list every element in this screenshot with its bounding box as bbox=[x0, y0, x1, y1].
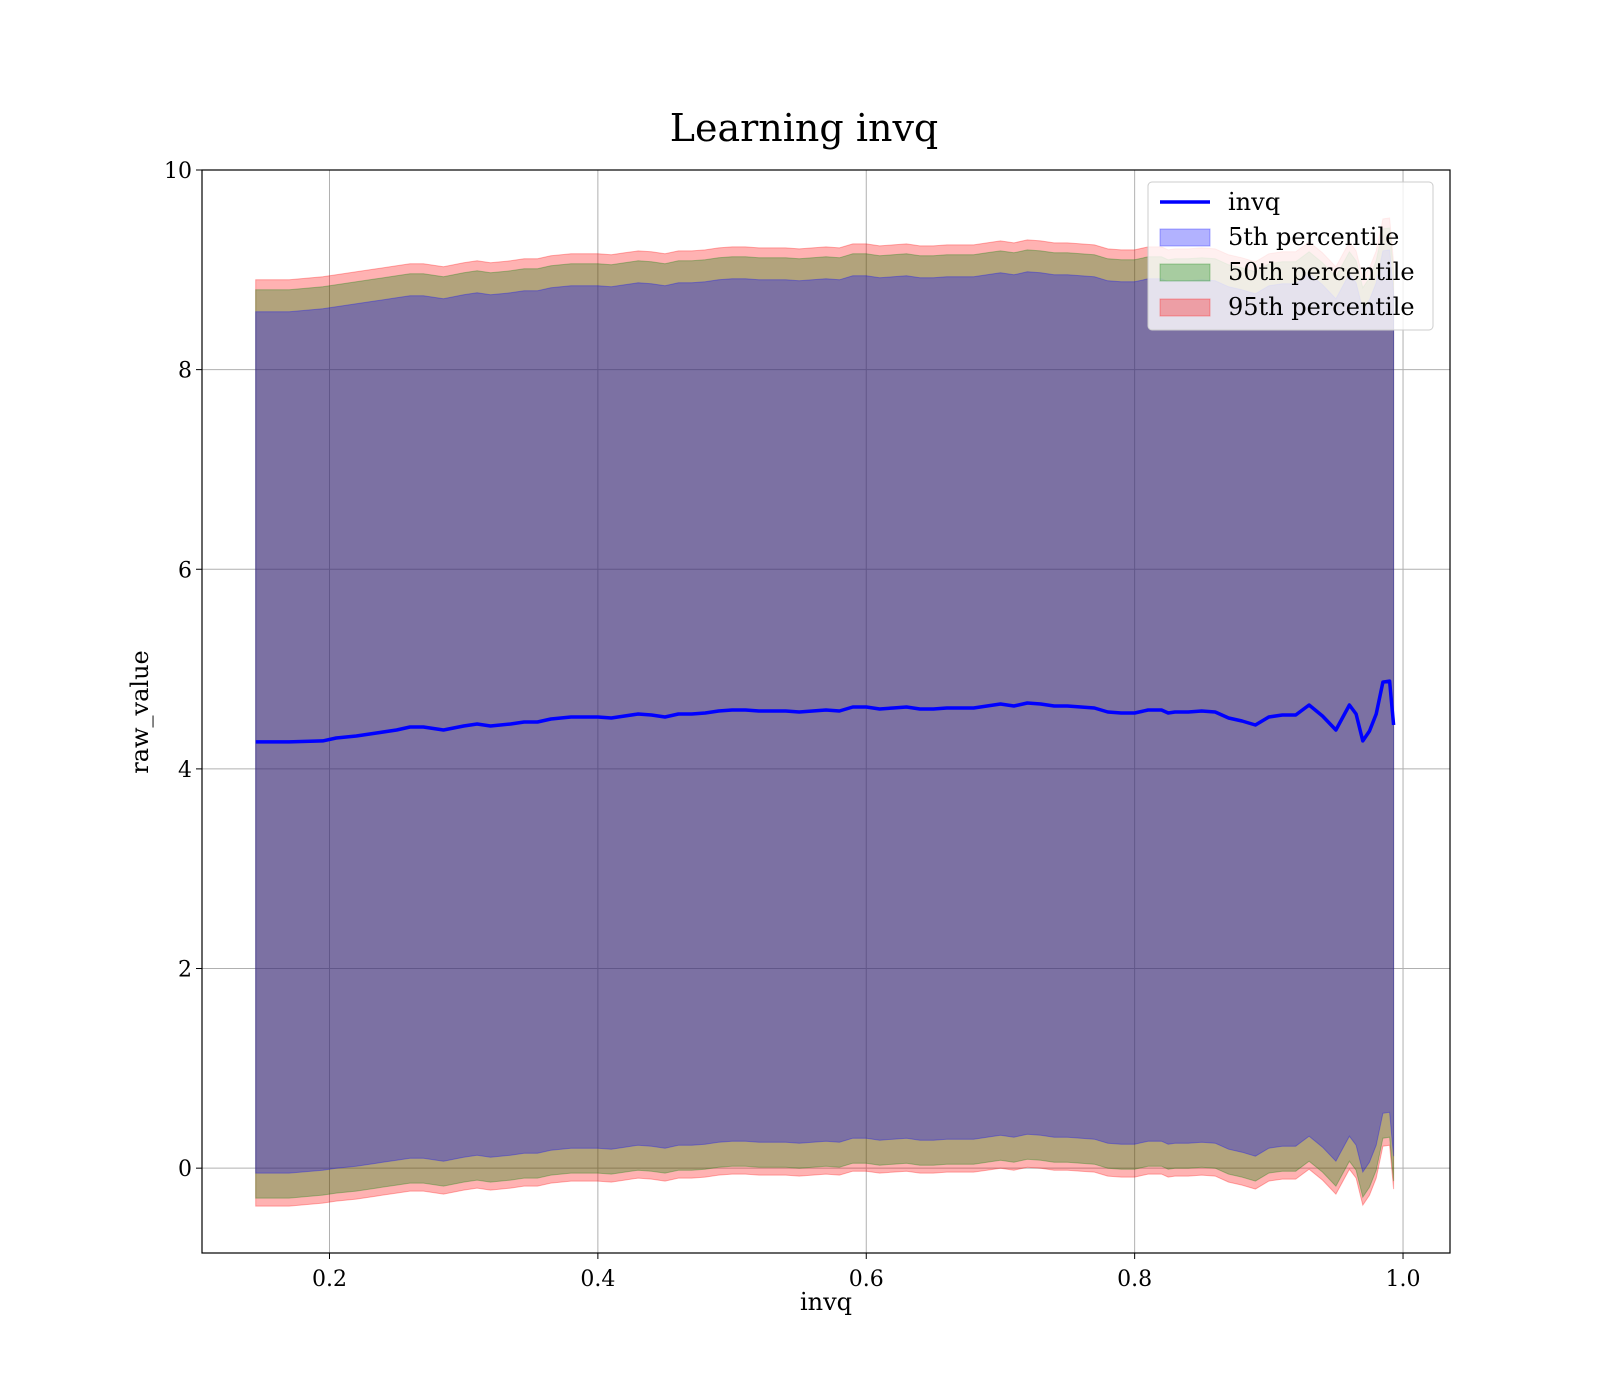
plot-frame bbox=[201, 169, 1451, 1254]
legend-label: 5th percentile bbox=[1228, 223, 1399, 251]
x-axis-label: invq bbox=[800, 1288, 852, 1316]
series-lines bbox=[255, 679, 1396, 744]
legend-swatch bbox=[1159, 228, 1211, 247]
x-tick-label: 0.2 bbox=[312, 1267, 347, 1292]
x-tick-label: 1.0 bbox=[1386, 1267, 1421, 1292]
legend-label: 95th percentile bbox=[1228, 293, 1415, 321]
y-axis-ticks: 0 2 4 6 8 10 bbox=[164, 159, 202, 1182]
legend-box bbox=[1147, 181, 1434, 331]
legend-swatch bbox=[1159, 263, 1211, 282]
legend: invq 5th percentile 50th percentile 95th pe… bbox=[1147, 181, 1434, 331]
x-tick-label: 0.6 bbox=[849, 1267, 884, 1292]
y-tick-label: 6 bbox=[178, 558, 192, 583]
legend-label: 50th percentile bbox=[1228, 258, 1415, 286]
legend-swatch bbox=[1159, 298, 1211, 317]
y-tick-label: 10 bbox=[164, 159, 192, 184]
y-tick-label: 0 bbox=[178, 1157, 192, 1182]
x-tick-label: 0.4 bbox=[580, 1267, 615, 1292]
band-50th bbox=[255, 227, 1395, 1199]
y-tick-label: 4 bbox=[178, 758, 192, 783]
series-line-invq bbox=[255, 679, 1396, 744]
chart-title: Learning invq bbox=[670, 106, 938, 150]
legend-label: invq bbox=[1228, 188, 1280, 216]
x-axis-ticks: 0.2 0.4 0.6 0.8 1.0 bbox=[312, 1253, 1421, 1292]
percentile-bands bbox=[255, 217, 1395, 1207]
x-tick-label: 0.8 bbox=[1117, 1267, 1152, 1292]
y-tick-label: 2 bbox=[178, 958, 192, 983]
band-95th bbox=[255, 217, 1395, 1207]
y-axis-label: raw_value bbox=[126, 650, 154, 774]
y-tick-label: 8 bbox=[178, 359, 192, 384]
